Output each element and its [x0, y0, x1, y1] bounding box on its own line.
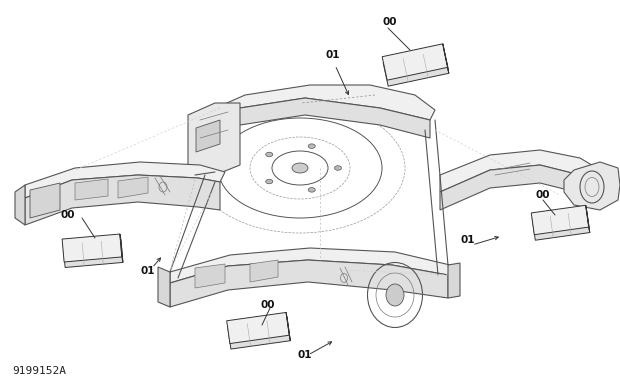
Polygon shape — [195, 264, 225, 288]
Polygon shape — [170, 248, 450, 283]
Text: 00: 00 — [383, 17, 397, 27]
Ellipse shape — [308, 144, 315, 148]
Ellipse shape — [266, 179, 273, 184]
Polygon shape — [200, 98, 430, 145]
Polygon shape — [25, 175, 220, 225]
Text: 01: 01 — [141, 266, 155, 276]
Polygon shape — [382, 44, 448, 80]
Polygon shape — [63, 240, 123, 267]
Text: 00: 00 — [61, 210, 75, 220]
Text: 00: 00 — [261, 300, 275, 310]
Polygon shape — [227, 312, 290, 344]
Polygon shape — [30, 183, 60, 218]
Polygon shape — [228, 318, 290, 349]
Ellipse shape — [266, 152, 273, 157]
Polygon shape — [196, 120, 220, 152]
Ellipse shape — [335, 166, 342, 170]
Polygon shape — [158, 267, 170, 307]
Polygon shape — [62, 234, 122, 262]
Polygon shape — [250, 260, 278, 282]
Polygon shape — [440, 150, 600, 192]
Ellipse shape — [292, 163, 308, 173]
Text: 9199152A: 9199152A — [12, 366, 66, 376]
Text: 01: 01 — [461, 235, 476, 245]
Ellipse shape — [308, 188, 315, 192]
Polygon shape — [200, 85, 435, 128]
Polygon shape — [170, 260, 448, 307]
Polygon shape — [440, 165, 600, 210]
Polygon shape — [448, 263, 460, 298]
Text: 01: 01 — [298, 350, 312, 360]
Polygon shape — [443, 44, 449, 73]
Polygon shape — [75, 179, 108, 200]
Polygon shape — [120, 234, 123, 262]
Polygon shape — [25, 162, 225, 198]
Polygon shape — [188, 103, 240, 175]
Polygon shape — [564, 162, 620, 210]
Ellipse shape — [386, 284, 404, 306]
Text: 01: 01 — [326, 50, 340, 60]
Polygon shape — [118, 177, 148, 198]
Text: 00: 00 — [536, 190, 551, 200]
Polygon shape — [15, 185, 25, 225]
Polygon shape — [286, 312, 290, 341]
Polygon shape — [532, 211, 590, 240]
Polygon shape — [531, 205, 589, 235]
Polygon shape — [586, 205, 590, 233]
Polygon shape — [383, 50, 449, 86]
